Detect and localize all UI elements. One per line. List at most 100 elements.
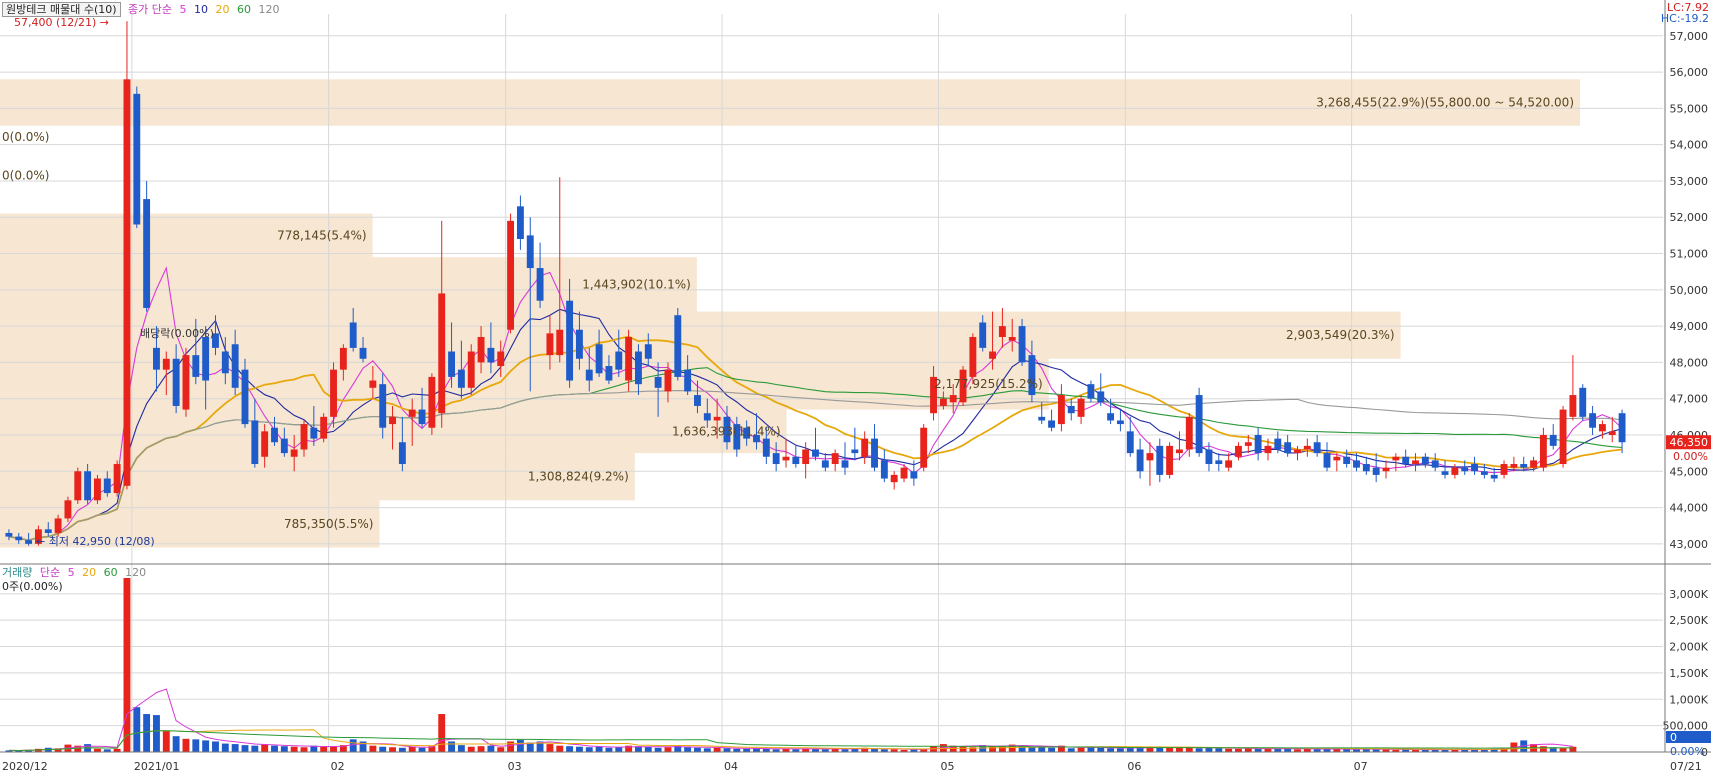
candle-body bbox=[792, 456, 800, 465]
candle-body bbox=[1520, 464, 1528, 468]
candle-body bbox=[1205, 449, 1213, 465]
candle-body bbox=[1284, 442, 1292, 454]
volume-bar bbox=[1008, 744, 1016, 752]
candle-body bbox=[1471, 464, 1478, 472]
candle-body bbox=[684, 369, 692, 392]
candle-body bbox=[44, 529, 52, 533]
volume-bar bbox=[546, 744, 554, 752]
volume-bar bbox=[733, 748, 741, 752]
candle-body bbox=[133, 93, 141, 225]
candle-body bbox=[831, 453, 839, 465]
volume-bar bbox=[1294, 749, 1301, 752]
volume-bar bbox=[359, 741, 367, 752]
candle-body bbox=[1116, 420, 1124, 425]
volume-bar bbox=[1480, 749, 1488, 752]
y-tick-label: 51,000 bbox=[1670, 248, 1709, 261]
volume-bar bbox=[1362, 748, 1370, 752]
candle-body bbox=[339, 347, 347, 370]
volume-bar bbox=[1303, 748, 1311, 752]
candle-body bbox=[959, 369, 967, 403]
volume-bar bbox=[290, 746, 298, 752]
grid-layer bbox=[0, 14, 1663, 753]
volume-bar bbox=[910, 749, 918, 752]
candle-body bbox=[998, 326, 1006, 337]
volume-bar bbox=[841, 749, 849, 752]
volume-title: 거래량 bbox=[2, 566, 33, 579]
candle-body bbox=[1303, 445, 1311, 450]
volume-bar bbox=[467, 746, 475, 752]
ma20-legend: 20 bbox=[215, 3, 230, 16]
candle-body bbox=[1372, 467, 1380, 475]
candle-body bbox=[192, 355, 200, 377]
candle-body bbox=[713, 416, 721, 421]
volume-bar bbox=[1057, 745, 1065, 752]
volume-bar bbox=[497, 747, 505, 752]
volume-bar bbox=[1372, 749, 1380, 752]
chart-title[interactable]: 원방테크 매물대 수(10) bbox=[2, 2, 121, 17]
y-tick-label: 44,000 bbox=[1670, 502, 1709, 515]
candle-body bbox=[526, 235, 534, 269]
candle-body bbox=[1136, 449, 1144, 472]
candle-body bbox=[280, 438, 288, 454]
candle-body bbox=[1579, 387, 1587, 417]
y-tick-label: 57,000 bbox=[1670, 30, 1709, 43]
volume-bar bbox=[920, 748, 928, 752]
volume-bar bbox=[782, 748, 790, 752]
volume-bar bbox=[398, 747, 406, 752]
volume-bar bbox=[202, 740, 210, 752]
candle-body bbox=[54, 518, 62, 533]
candle-body bbox=[497, 351, 505, 367]
volume-bar bbox=[890, 749, 898, 752]
volume-bar bbox=[1382, 749, 1390, 752]
volume-profile-label: 778,145(5.4%) bbox=[277, 228, 366, 242]
volume-bar bbox=[438, 714, 446, 752]
volume-bar bbox=[1077, 747, 1085, 752]
candle-body bbox=[1490, 474, 1498, 479]
candle-body bbox=[1028, 355, 1036, 396]
candle-body bbox=[1461, 467, 1469, 472]
candle-body bbox=[84, 471, 92, 501]
candle-body bbox=[910, 471, 918, 479]
volume-bar bbox=[192, 739, 200, 752]
candle-body bbox=[389, 416, 396, 425]
candle-body bbox=[398, 442, 406, 465]
volume-bar bbox=[182, 738, 190, 752]
label-layer: 3,268,455(22.9%)(55,800.00 ~ 54,520.00) 0… bbox=[2, 96, 1574, 531]
candle-body bbox=[1008, 336, 1016, 341]
volume-bar bbox=[861, 747, 869, 752]
candle-body bbox=[1402, 456, 1410, 465]
candle-body bbox=[703, 413, 711, 421]
volume-bar bbox=[1254, 748, 1262, 752]
candle-body bbox=[1362, 464, 1370, 472]
candle-body bbox=[300, 424, 308, 450]
volume-bar bbox=[703, 748, 711, 752]
candle-body bbox=[310, 427, 318, 439]
volume-bar bbox=[1205, 747, 1213, 752]
candle-body bbox=[969, 336, 977, 377]
volume-bar bbox=[1107, 748, 1115, 752]
volume-bars-layer bbox=[5, 578, 1577, 752]
volume-bar bbox=[300, 747, 308, 752]
candle-body bbox=[1313, 442, 1321, 454]
volume-bar bbox=[1264, 748, 1272, 752]
volume-bar bbox=[585, 747, 593, 752]
ma-legend-label: 종가 단순 bbox=[128, 3, 173, 16]
volume-bar bbox=[644, 746, 652, 752]
candle-body bbox=[1392, 456, 1400, 461]
candle-body bbox=[408, 409, 416, 417]
volume-bar bbox=[802, 748, 810, 752]
volume-tick-label: 3,000K bbox=[1669, 588, 1708, 601]
candle-body bbox=[1412, 460, 1419, 465]
volume-profile-label: 1,636,393(11.4%) bbox=[672, 424, 781, 438]
candle-body bbox=[605, 366, 613, 381]
x-tick-label: 2020/12 bbox=[2, 760, 48, 773]
ex-dividend-label: 배당락(0.00%) bbox=[140, 327, 214, 340]
volume-bar bbox=[979, 745, 987, 752]
candle-body bbox=[1057, 395, 1065, 425]
candle-body bbox=[231, 344, 239, 388]
candle-body bbox=[880, 460, 888, 479]
volume-bar bbox=[1185, 747, 1193, 752]
volume-ma5-line bbox=[8, 688, 1573, 752]
ma5-legend: 5 bbox=[179, 3, 187, 16]
x-tick-label: 07 bbox=[1354, 760, 1368, 773]
